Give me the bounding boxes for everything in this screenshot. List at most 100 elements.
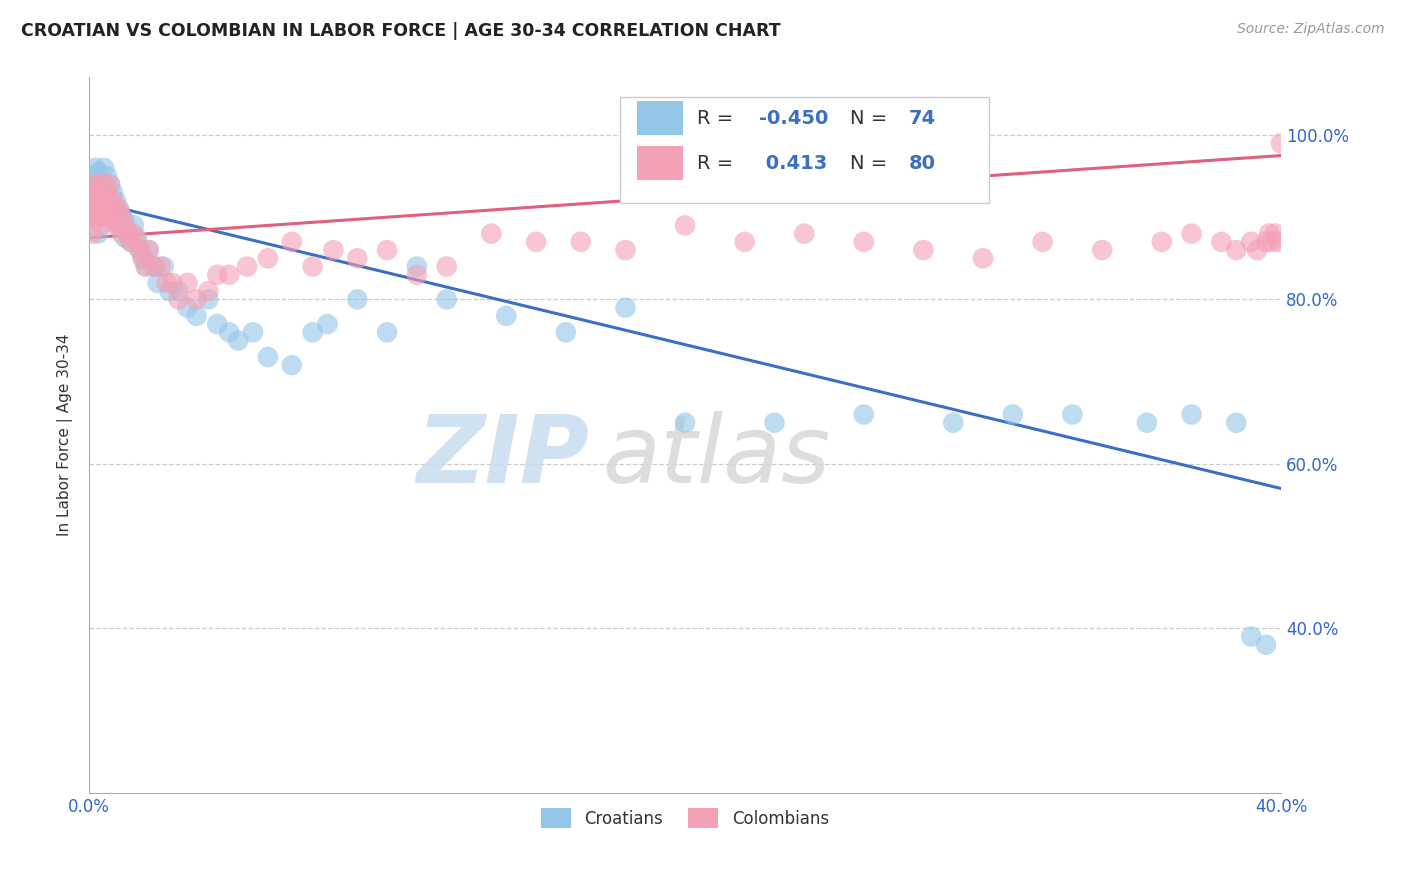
Point — [101, 186, 124, 200]
Point — [82, 194, 104, 208]
Point — [108, 219, 131, 233]
Point — [128, 243, 150, 257]
Point — [87, 210, 110, 224]
Point — [1254, 235, 1277, 249]
Point — [186, 293, 208, 307]
Point — [104, 219, 127, 233]
Text: CROATIAN VS COLOMBIAN IN LABOR FORCE | AGE 30-34 CORRELATION CHART: CROATIAN VS COLOMBIAN IN LABOR FORCE | A… — [21, 22, 780, 40]
Point — [114, 231, 136, 245]
Point — [111, 227, 134, 241]
Bar — [637, 146, 683, 180]
Text: 80: 80 — [910, 153, 936, 173]
Point — [197, 284, 219, 298]
Point — [1225, 416, 1247, 430]
Legend: Croatians, Colombians: Croatians, Colombians — [534, 802, 835, 834]
Point — [96, 186, 118, 200]
Point — [90, 173, 112, 187]
Point — [104, 194, 127, 208]
FancyBboxPatch shape — [620, 96, 988, 202]
Point — [673, 219, 696, 233]
Point — [942, 416, 965, 430]
Point — [90, 186, 112, 200]
Point — [84, 169, 107, 183]
Point — [1240, 235, 1263, 249]
Point — [98, 210, 121, 224]
Point — [176, 301, 198, 315]
Point — [104, 202, 127, 216]
Point — [1264, 227, 1286, 241]
Point — [218, 268, 240, 282]
Point — [114, 214, 136, 228]
Point — [82, 227, 104, 241]
Point — [101, 210, 124, 224]
Point — [614, 243, 637, 257]
Point — [108, 202, 131, 216]
Point — [84, 161, 107, 175]
Point — [207, 268, 229, 282]
Text: N =: N = — [849, 109, 893, 128]
Point — [90, 186, 112, 200]
Point — [82, 210, 104, 224]
Point — [84, 178, 107, 192]
Point — [135, 260, 157, 274]
Point — [176, 276, 198, 290]
Point — [143, 260, 166, 274]
Point — [226, 334, 249, 348]
Point — [120, 235, 142, 249]
Point — [84, 202, 107, 216]
Point — [87, 194, 110, 208]
Point — [128, 243, 150, 257]
Point — [1261, 235, 1284, 249]
Point — [93, 178, 115, 192]
Point — [82, 178, 104, 192]
Point — [186, 309, 208, 323]
Point — [614, 301, 637, 315]
Point — [135, 260, 157, 274]
Point — [1258, 227, 1281, 241]
Point — [143, 260, 166, 274]
Point — [793, 227, 815, 241]
Point — [162, 276, 184, 290]
Point — [93, 161, 115, 175]
Point — [257, 350, 280, 364]
Point — [257, 252, 280, 266]
Point — [346, 293, 368, 307]
Point — [1254, 638, 1277, 652]
Point — [82, 210, 104, 224]
Point — [167, 293, 190, 307]
Point — [132, 252, 155, 266]
Point — [98, 178, 121, 192]
Point — [122, 219, 145, 233]
Point — [149, 260, 172, 274]
Point — [87, 178, 110, 192]
Point — [972, 252, 994, 266]
Point — [96, 202, 118, 216]
Bar — [637, 101, 683, 136]
Point — [125, 235, 148, 249]
Point — [90, 202, 112, 216]
Point — [346, 252, 368, 266]
Point — [84, 210, 107, 224]
Point — [117, 227, 139, 241]
Point — [98, 194, 121, 208]
Point — [120, 235, 142, 249]
Point — [138, 243, 160, 257]
Point — [316, 317, 339, 331]
Point — [96, 169, 118, 183]
Text: R =: R = — [697, 109, 740, 128]
Point — [104, 210, 127, 224]
Point — [101, 194, 124, 208]
Point — [1001, 408, 1024, 422]
Point — [111, 210, 134, 224]
Point — [763, 416, 786, 430]
Point — [852, 408, 875, 422]
Point — [138, 243, 160, 257]
Point — [93, 194, 115, 208]
Point — [108, 202, 131, 216]
Point — [436, 293, 458, 307]
Point — [281, 358, 304, 372]
Point — [1267, 235, 1289, 249]
Point — [1246, 243, 1268, 257]
Point — [167, 284, 190, 298]
Point — [436, 260, 458, 274]
